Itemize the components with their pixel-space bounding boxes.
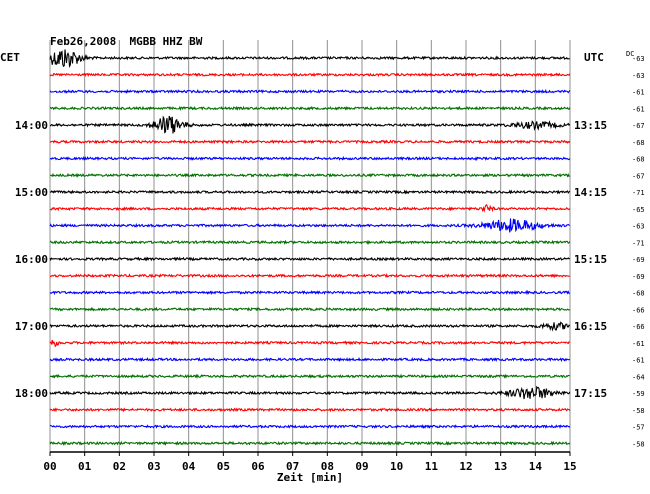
dc-offset-label: -69 [632, 273, 645, 281]
cet-axis-label: CET [0, 51, 20, 64]
trace-line [49, 440, 571, 446]
utc-hour-label: 13:15 [574, 119, 607, 132]
trace-line [49, 139, 571, 145]
dc-offset-label: -57 [632, 424, 645, 432]
grid-lines [49, 40, 571, 452]
trace-line [49, 256, 570, 262]
cet-hour-label: 15:00 [15, 186, 48, 199]
trace-line [49, 339, 571, 348]
dc-offset-label: -59 [632, 390, 645, 398]
cet-hour-label: 17:00 [15, 320, 48, 333]
dc-offset-label: -65 [632, 206, 645, 214]
trace-line [49, 273, 570, 279]
dc-offset-label: -69 [632, 256, 645, 264]
chart-title: Feb26,2008 MGBB HHZ BW [50, 35, 203, 48]
trace-line [49, 189, 571, 195]
dc-offset-label: -66 [632, 323, 645, 331]
dc-offset-label: -63 [632, 223, 645, 231]
x-tick-label: 12 [459, 460, 472, 473]
utc-hour-label: 15:15 [574, 253, 607, 266]
x-tick-label: 07 [286, 460, 299, 473]
dc-offset-label: -61 [632, 340, 645, 348]
trace-line [49, 155, 571, 162]
dc-offset-label: -58 [632, 407, 645, 415]
dc-offset-label: -61 [632, 89, 645, 97]
cet-hour-label: 16:00 [15, 253, 48, 266]
dc-offset-label: -67 [632, 122, 645, 130]
dc-offset-label: -63 [632, 72, 645, 80]
trace-line [49, 321, 571, 332]
utc-hour-label: 16:15 [574, 320, 607, 333]
trace-line [49, 289, 570, 296]
x-tick-label: 02 [113, 460, 126, 473]
dc-header-label: DC [626, 50, 634, 58]
utc-hour-labels: 13:15 14:15 15:15 16:15 17:15 [574, 119, 607, 400]
x-tick-label: 15 [563, 460, 576, 473]
x-axis-label: Zeit [min] [277, 471, 343, 484]
x-tick-label: 13 [494, 460, 507, 473]
trace-line [49, 88, 571, 94]
x-tick-label: 11 [425, 460, 439, 473]
dc-offset-label: -68 [632, 290, 645, 298]
x-tick-label: 10 [390, 460, 403, 473]
trace-line [49, 306, 570, 312]
trace-line [49, 385, 571, 400]
dc-offset-label: -64 [632, 373, 645, 381]
x-tick-label: 06 [251, 460, 265, 473]
trace-line [49, 423, 571, 429]
trace-line [49, 407, 571, 413]
trace-line [49, 218, 570, 233]
seismogram-traces [49, 49, 571, 446]
trace-line [49, 105, 571, 111]
trace-line [49, 72, 571, 78]
x-tick-label: 03 [147, 460, 160, 473]
cet-hour-label: 14:00 [15, 119, 48, 132]
dc-offset-label: -68 [632, 139, 645, 147]
trace-line [49, 172, 571, 178]
utc-hour-label: 17:15 [574, 387, 607, 400]
trace-line [49, 373, 570, 379]
dc-offset-label: -66 [632, 306, 645, 314]
dc-offset-label: -61 [632, 357, 645, 365]
x-tick-labels: 00 01 02 03 04 05 06 07 08 09 10 11 12 13 14 15 [43, 452, 577, 473]
cet-hour-label: 18:00 [15, 387, 48, 400]
dc-offset-labels: -63 -63 -61 -61 -67 -68 -68 -67 -71 -65 -63 -71 -69 -… [632, 55, 645, 448]
x-tick-label: 05 [217, 460, 230, 473]
dc-offset-label: -71 [632, 189, 645, 197]
cet-hour-labels: 14:00 15:00 16:00 17:00 18:00 [15, 119, 48, 400]
trace-line [49, 49, 570, 68]
trace-line [49, 356, 571, 363]
x-tick-label: 14 [529, 460, 543, 473]
dc-offset-label: -61 [632, 105, 645, 113]
dc-offset-label: -58 [632, 440, 645, 448]
dc-offset-label: -63 [632, 55, 645, 63]
utc-axis-label: UTC [584, 51, 604, 64]
trace-line [49, 115, 571, 134]
x-tick-label: 01 [78, 460, 92, 473]
dc-offset-label: -68 [632, 156, 645, 164]
dc-offset-label: -67 [632, 172, 645, 180]
trace-line [49, 203, 571, 213]
x-tick-label: 00 [43, 460, 56, 473]
dc-offset-label: -71 [632, 239, 645, 247]
trace-line [49, 239, 571, 245]
x-tick-label: 08 [321, 460, 334, 473]
x-tick-label: 09 [355, 460, 368, 473]
utc-hour-label: 14:15 [574, 186, 607, 199]
x-tick-label: 04 [182, 460, 196, 473]
